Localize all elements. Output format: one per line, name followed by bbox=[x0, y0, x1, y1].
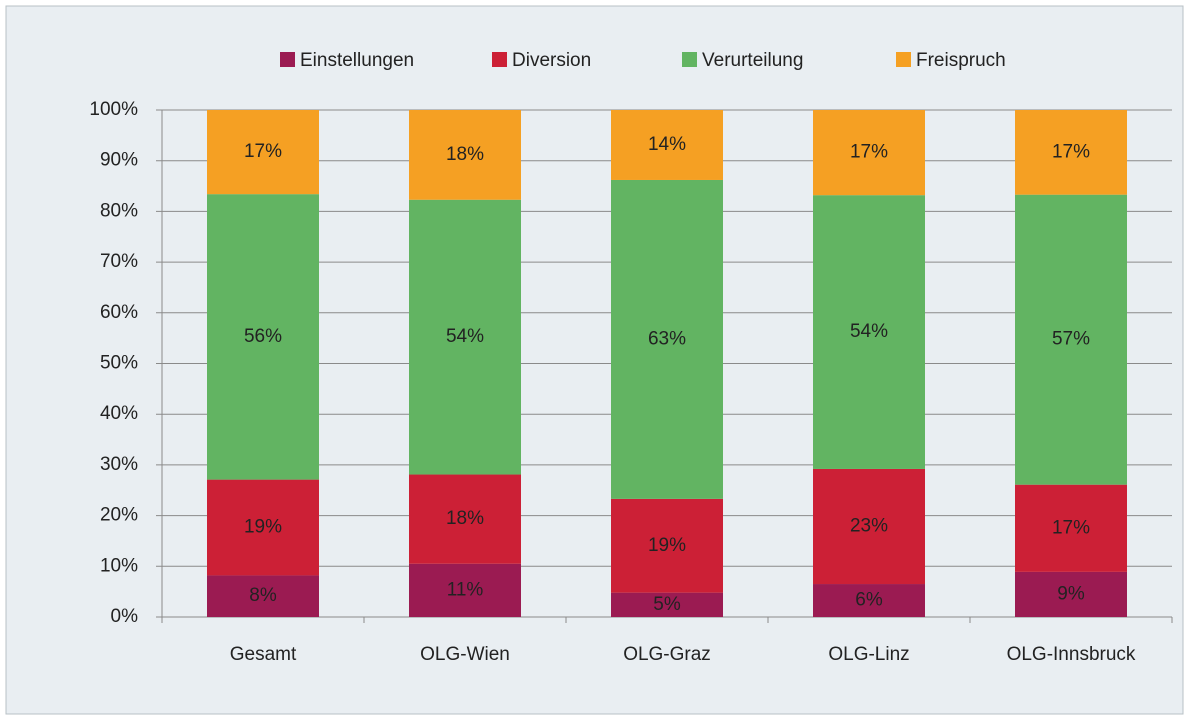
y-tick-label: 90% bbox=[100, 150, 138, 171]
bar-segment bbox=[207, 479, 319, 576]
legend-swatch bbox=[280, 52, 295, 67]
bar-segment bbox=[1015, 571, 1127, 617]
y-tick-label: 50% bbox=[100, 353, 138, 374]
x-tick-label: OLG-Wien bbox=[420, 644, 510, 665]
bar-segment bbox=[207, 194, 319, 480]
bar-segment bbox=[1015, 110, 1127, 195]
data-label: 23% bbox=[850, 516, 888, 537]
y-tick-label: 0% bbox=[111, 606, 139, 627]
chart-background bbox=[5, 5, 1184, 715]
data-label: 56% bbox=[244, 326, 282, 347]
bar-segment bbox=[207, 575, 319, 617]
data-label: 14% bbox=[648, 134, 686, 155]
bar-segment bbox=[409, 199, 521, 475]
y-tick-label: 70% bbox=[100, 251, 138, 272]
x-tick-label: OLG-Graz bbox=[623, 644, 711, 665]
y-tick-label: 60% bbox=[100, 302, 138, 323]
data-label: 18% bbox=[446, 144, 484, 165]
legend-swatch bbox=[896, 52, 911, 67]
data-label: 54% bbox=[446, 326, 484, 347]
data-label: 54% bbox=[850, 321, 888, 342]
bar-segment bbox=[813, 195, 925, 469]
y-tick-label: 20% bbox=[100, 505, 138, 526]
x-tick-label: OLG-Linz bbox=[828, 644, 909, 665]
bar-segment bbox=[409, 474, 521, 564]
y-tick-label: 100% bbox=[89, 99, 138, 120]
y-tick-label: 10% bbox=[100, 555, 138, 576]
bar-segment bbox=[611, 592, 723, 617]
data-label: 17% bbox=[244, 141, 282, 162]
data-label: 19% bbox=[648, 535, 686, 556]
legend-label: Diversion bbox=[512, 50, 591, 71]
legend-label: Freispruch bbox=[916, 50, 1006, 71]
legend-label: Einstellungen bbox=[300, 50, 414, 71]
data-label: 9% bbox=[1057, 583, 1085, 604]
bar-segment bbox=[611, 110, 723, 180]
bar-segment bbox=[611, 179, 723, 499]
bar-segment bbox=[813, 468, 925, 585]
bar-segment bbox=[207, 110, 319, 195]
data-label: 5% bbox=[653, 594, 681, 615]
data-label: 17% bbox=[850, 142, 888, 163]
data-label: 8% bbox=[249, 585, 277, 606]
y-tick-label: 80% bbox=[100, 200, 138, 221]
legend-swatch bbox=[492, 52, 507, 67]
data-label: 6% bbox=[855, 590, 883, 611]
data-label: 57% bbox=[1052, 329, 1090, 350]
legend-label: Verurteilung bbox=[702, 50, 803, 71]
data-label: 18% bbox=[446, 508, 484, 529]
bar-segment bbox=[1015, 484, 1127, 572]
x-tick-label: OLG-Innsbruck bbox=[1007, 644, 1136, 665]
bar-segment bbox=[813, 584, 925, 617]
y-tick-label: 30% bbox=[100, 454, 138, 475]
data-label: 19% bbox=[244, 517, 282, 538]
data-label: 63% bbox=[648, 328, 686, 349]
data-label: 17% bbox=[1052, 141, 1090, 162]
x-tick-label: Gesamt bbox=[230, 644, 297, 665]
legend-swatch bbox=[682, 52, 697, 67]
bar-segment bbox=[409, 110, 521, 200]
bar-segment bbox=[813, 110, 925, 196]
bar-segment bbox=[409, 563, 521, 617]
y-tick-label: 40% bbox=[100, 403, 138, 424]
data-label: 11% bbox=[447, 579, 484, 600]
bar-segment bbox=[1015, 194, 1127, 485]
bar-segment bbox=[611, 498, 723, 593]
data-label: 17% bbox=[1052, 517, 1090, 538]
